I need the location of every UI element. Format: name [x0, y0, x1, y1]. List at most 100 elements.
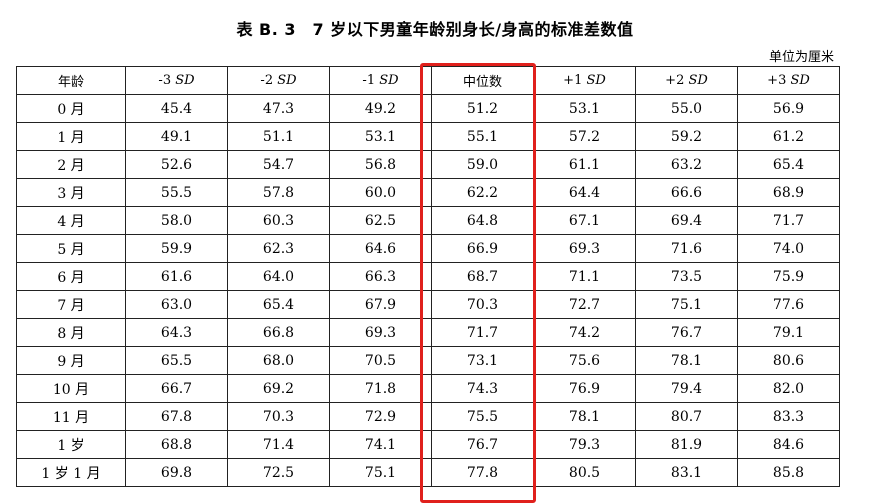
column-header: -3 SD [125, 66, 228, 95]
value-cell: 75.1 [635, 290, 738, 319]
value-cell: 75.6 [533, 346, 636, 375]
age-cell: 9 月 [16, 346, 126, 375]
value-cell: 71.7 [431, 318, 534, 347]
value-cell: 69.3 [533, 234, 636, 263]
value-cell: 72.5 [227, 458, 330, 487]
age-cell: 11 月 [16, 402, 126, 431]
value-cell: 62.5 [329, 206, 432, 235]
value-cell: 82.0 [737, 374, 840, 403]
value-cell: 71.1 [533, 262, 636, 291]
value-cell: 62.2 [431, 178, 534, 207]
column-header-label: -3 [158, 73, 176, 88]
value-cell: 74.2 [533, 318, 636, 347]
value-cell: 78.1 [635, 346, 738, 375]
column-header-sd: SD [379, 73, 399, 88]
value-cell: 75.5 [431, 402, 534, 431]
value-cell: 67.9 [329, 290, 432, 319]
value-cell: 74.3 [431, 374, 534, 403]
value-cell: 76.9 [533, 374, 636, 403]
column-header-label: 年龄 [57, 75, 84, 90]
value-cell: 69.2 [227, 374, 330, 403]
table-title: 表 B. 3 7 岁以下男童年龄别身长/身高的标准差数值 [236, 20, 634, 39]
value-cell: 58.0 [125, 206, 228, 235]
value-cell: 63.2 [635, 150, 738, 179]
table-row: 8 月 64.3 66.8 69.3 71.7 74.2 76.7 79.1 [16, 318, 840, 347]
value-cell: 79.4 [635, 374, 738, 403]
age-cell: 5 月 [16, 234, 126, 263]
column-header-sd: SD [688, 73, 708, 88]
value-cell: 61.2 [737, 122, 840, 151]
value-cell: 64.8 [431, 206, 534, 235]
value-cell: 71.4 [227, 430, 330, 459]
value-cell: 71.8 [329, 374, 432, 403]
value-cell: 57.2 [533, 122, 636, 151]
table-row: 3 月 55.5 57.8 60.0 62.2 64.4 66.6 68.9 [16, 178, 840, 207]
value-cell: 56.8 [329, 150, 432, 179]
value-cell: 63.0 [125, 290, 228, 319]
value-cell: 75.9 [737, 262, 840, 291]
value-cell: 53.1 [533, 94, 636, 123]
value-cell: 53.1 [329, 122, 432, 151]
table-row: 1 岁 1 月 69.8 72.5 75.1 77.8 80.5 83.1 85.8 [16, 458, 840, 487]
age-cell: 2 月 [16, 150, 126, 179]
column-header-sd: SD [175, 73, 195, 88]
value-cell: 59.2 [635, 122, 738, 151]
value-cell: 68.8 [125, 430, 228, 459]
value-cell: 61.1 [533, 150, 636, 179]
value-cell: 51.2 [431, 94, 534, 123]
column-header-sd: SD [790, 73, 810, 88]
value-cell: 73.5 [635, 262, 738, 291]
value-cell: 64.3 [125, 318, 228, 347]
value-cell: 65.4 [737, 150, 840, 179]
value-cell: 49.2 [329, 94, 432, 123]
value-cell: 64.0 [227, 262, 330, 291]
column-header-sd: SD [277, 73, 297, 88]
column-header-label: -1 [362, 73, 380, 88]
age-cell: 8 月 [16, 318, 126, 347]
value-cell: 83.1 [635, 458, 738, 487]
value-cell: 52.6 [125, 150, 228, 179]
value-cell: 74.1 [329, 430, 432, 459]
value-cell: 77.8 [431, 458, 534, 487]
value-cell: 76.7 [431, 430, 534, 459]
age-cell: 1 岁 1 月 [16, 458, 126, 487]
value-cell: 49.1 [125, 122, 228, 151]
value-cell: 69.4 [635, 206, 738, 235]
value-cell: 66.6 [635, 178, 738, 207]
value-cell: 57.8 [227, 178, 330, 207]
value-cell: 69.8 [125, 458, 228, 487]
column-header-label: +2 [665, 73, 689, 88]
value-cell: 64.4 [533, 178, 636, 207]
table-body: 0 月 45.4 47.3 49.2 51.2 53.1 55.0 56.9 1 月 49.1 51… [16, 94, 840, 487]
value-cell: 70.5 [329, 346, 432, 375]
value-cell: 62.3 [227, 234, 330, 263]
age-cell: 4 月 [16, 206, 126, 235]
value-cell: 68.9 [737, 178, 840, 207]
value-cell: 68.0 [227, 346, 330, 375]
table-row: 1 岁 68.8 71.4 74.1 76.7 79.3 81.9 84.6 [16, 430, 840, 459]
table-row: 5 月 59.9 62.3 64.6 66.9 69.3 71.6 74.0 [16, 234, 840, 263]
value-cell: 72.7 [533, 290, 636, 319]
value-cell: 54.7 [227, 150, 330, 179]
table-row: 10 月 66.7 69.2 71.8 74.3 76.9 79.4 82.0 [16, 374, 840, 403]
value-cell: 59.0 [431, 150, 534, 179]
age-cell: 0 月 [16, 94, 126, 123]
value-cell: 69.3 [329, 318, 432, 347]
value-cell: 71.7 [737, 206, 840, 235]
value-cell: 81.9 [635, 430, 738, 459]
value-cell: 66.8 [227, 318, 330, 347]
value-cell: 73.1 [431, 346, 534, 375]
age-cell: 3 月 [16, 178, 126, 207]
value-cell: 70.3 [431, 290, 534, 319]
age-cell: 7 月 [16, 290, 126, 319]
value-cell: 60.0 [329, 178, 432, 207]
value-cell: 51.1 [227, 122, 330, 151]
column-header-sd: SD [586, 73, 606, 88]
column-header-label: -2 [260, 73, 278, 88]
value-cell: 59.9 [125, 234, 228, 263]
value-cell: 55.0 [635, 94, 738, 123]
table-row: 1 月 49.1 51.1 53.1 55.1 57.2 59.2 61.2 [16, 122, 840, 151]
table-row: 2 月 52.6 54.7 56.8 59.0 61.1 63.2 65.4 [16, 150, 840, 179]
table-row: 0 月 45.4 47.3 49.2 51.2 53.1 55.0 56.9 [16, 94, 840, 123]
